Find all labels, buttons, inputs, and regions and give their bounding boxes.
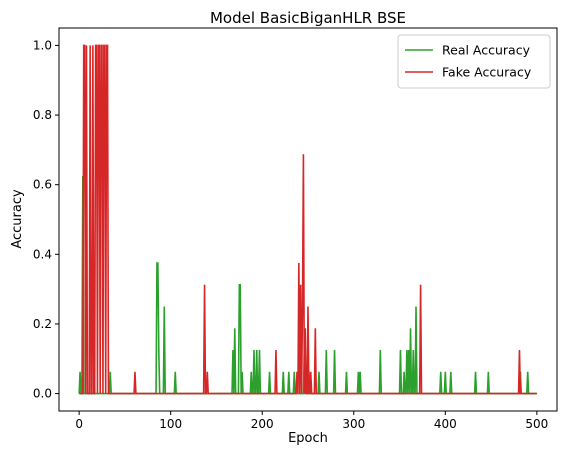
y-tick-label: 0.0 [33, 387, 52, 401]
x-axis-ticks: 0 100 200 300 400 500 [75, 411, 548, 431]
y-tick-label: 1.0 [33, 38, 52, 52]
axes-frame [58, 27, 558, 412]
legend-box [397, 34, 551, 89]
x-tick-label: 200 [251, 417, 274, 431]
x-tick-label: 100 [159, 417, 182, 431]
series-line-fake-accuracy [79, 44, 537, 395]
y-axis-label: Accuracy [10, 189, 25, 249]
plot-area: 0 100 200 300 400 500 0.0 0.2 0.4 0.6 0.8 1.0 [33, 27, 558, 431]
series-layer [78, 44, 537, 395]
x-tick-label: 0 [75, 417, 83, 431]
x-tick-label: 400 [434, 417, 457, 431]
chart-title: Model BasicBiganHLR BSE [210, 9, 406, 27]
legend-label-real: Real Accuracy [442, 43, 531, 58]
y-tick-label: 0.8 [33, 108, 52, 122]
legend-label-fake: Fake Accuracy [442, 65, 532, 80]
x-tick-label: 500 [525, 417, 548, 431]
y-tick-label: 0.4 [33, 247, 52, 261]
legend: Real Accuracy Fake Accuracy [397, 34, 551, 89]
x-axis-label: Epoch [288, 431, 328, 446]
y-tick-label: 0.2 [33, 317, 52, 331]
y-tick-label: 0.6 [33, 178, 52, 192]
x-tick-label: 300 [342, 417, 365, 431]
y-axis-ticks: 0.0 0.2 0.4 0.6 0.8 1.0 [33, 38, 59, 401]
